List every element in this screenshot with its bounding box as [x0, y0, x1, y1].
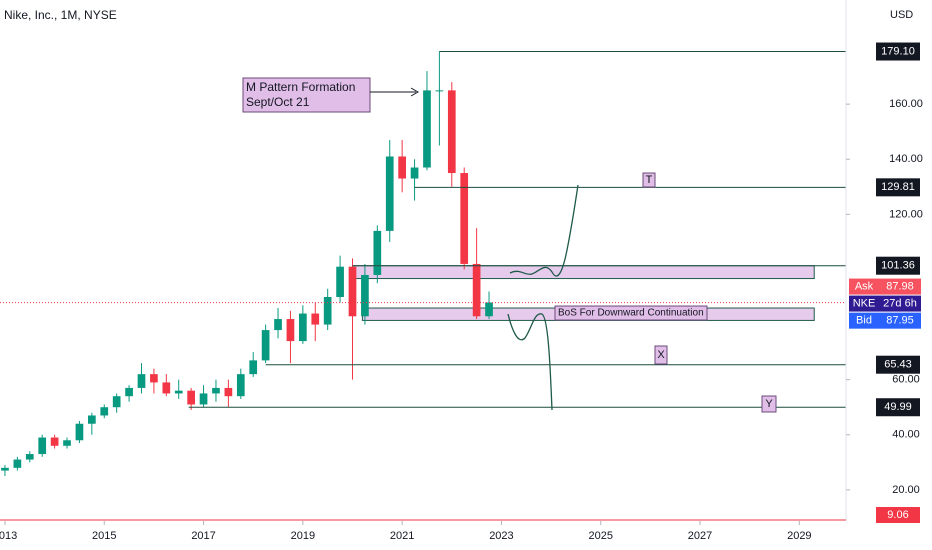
y-tick-label: 20.00 [892, 484, 920, 496]
y-tick-label: 60.00 [892, 374, 920, 386]
candle-body [150, 374, 158, 383]
candle-body [38, 437, 47, 455]
bid-value: 87.95 [886, 315, 914, 327]
note-box [242, 77, 371, 113]
candle-body [423, 90, 431, 168]
candle-body [299, 313, 307, 342]
y-tick-label: 40.00 [892, 429, 920, 441]
note-box [654, 345, 668, 365]
price-label: 65.43 [884, 359, 912, 371]
candle-body [472, 263, 481, 317]
note-text: Sept/Oct 21 [246, 95, 310, 109]
candle-body [460, 173, 469, 264]
countdown-box [879, 295, 921, 312]
price-label: 49.99 [884, 401, 912, 413]
price-label-box [876, 178, 920, 197]
price-label-box [876, 256, 920, 275]
bid-value-box [879, 312, 921, 329]
candle-body [361, 274, 369, 317]
ask-value: 87.98 [886, 280, 914, 292]
y-tick-label: 120.00 [889, 208, 923, 220]
price-label-box [876, 398, 920, 417]
countdown: 27d 6h [883, 297, 917, 309]
candle-body [348, 266, 357, 317]
chart-title: Nike, Inc., 1M, NYSE [4, 8, 117, 22]
candle-body [447, 90, 456, 174]
note-text: T [646, 174, 653, 186]
bid-label: Bid [856, 315, 872, 327]
candle-body [224, 387, 233, 397]
x-tick-label: 2029 [787, 530, 811, 542]
bid-box [849, 312, 879, 329]
annotations: M Pattern Formation Sept/Oct 21 T X Y Bo… [242, 77, 777, 413]
x-tick-label: 2019 [291, 530, 315, 542]
candle-body [435, 90, 444, 92]
price-label: 129.81 [881, 181, 915, 193]
price-label-box [876, 42, 920, 61]
x-tick-label: 2027 [688, 530, 712, 542]
ask-box [849, 278, 879, 295]
candle-body [199, 393, 208, 405]
low-label: 9.06 [887, 509, 908, 521]
candle-body [125, 387, 133, 397]
candle-body [410, 167, 419, 179]
symbol-box [849, 295, 879, 312]
note-box [761, 395, 777, 413]
candle-body [398, 156, 406, 179]
candle-body [63, 440, 71, 446]
candle-body [88, 415, 96, 424]
candle-body [385, 156, 394, 231]
y-tick-label: 140.00 [889, 153, 923, 165]
candle-body [1, 467, 9, 471]
candle-body [274, 319, 282, 331]
candle-body [100, 407, 109, 416]
candle-body [311, 313, 320, 325]
low-label-box [876, 507, 920, 524]
candle-body [236, 374, 245, 397]
projection-curve [507, 313, 553, 411]
x-tick-label: 2013 [0, 530, 17, 542]
candle-body [323, 297, 332, 325]
candle-body [212, 387, 220, 394]
candle-body [112, 396, 121, 408]
candle-body [25, 454, 34, 460]
x-tick-label: 2015 [92, 530, 116, 542]
candle-body [13, 459, 22, 468]
candle-body [286, 319, 295, 342]
x-tick-label: 2017 [191, 530, 215, 542]
ask-label: Ask [855, 280, 874, 292]
price-label: 179.10 [881, 45, 915, 57]
candle-body [249, 360, 258, 375]
candle-body [162, 382, 171, 394]
candle-body [336, 266, 344, 298]
note-text: M Pattern Formation [246, 80, 355, 94]
projection-curve [509, 184, 579, 277]
candle-body [261, 330, 270, 361]
note-arrow-head [410, 87, 420, 97]
candle-body [485, 302, 493, 317]
x-tick-label: 2023 [489, 530, 513, 542]
currency: USD [890, 9, 913, 21]
symbol-label: NKE [853, 297, 876, 309]
candle-body [187, 390, 195, 405]
price-label-box [876, 355, 920, 374]
zone-label: BoS For Downward Continuation [558, 308, 704, 319]
price-label: 101.36 [881, 260, 915, 272]
x-tick-label: 2025 [588, 530, 612, 542]
zone [352, 265, 815, 280]
ask-value-box [879, 278, 921, 295]
candle-body [75, 423, 84, 441]
candle-body [373, 230, 382, 275]
zone-label-box [554, 305, 708, 321]
note-text: Y [765, 398, 773, 410]
y-tick-label: 160.00 [889, 98, 923, 110]
candle-body [174, 390, 183, 394]
note-text: X [657, 349, 665, 361]
note-box [642, 172, 656, 188]
x-tick-label: 2021 [390, 530, 414, 542]
candle-body [137, 374, 146, 388]
candle-body [50, 437, 59, 446]
